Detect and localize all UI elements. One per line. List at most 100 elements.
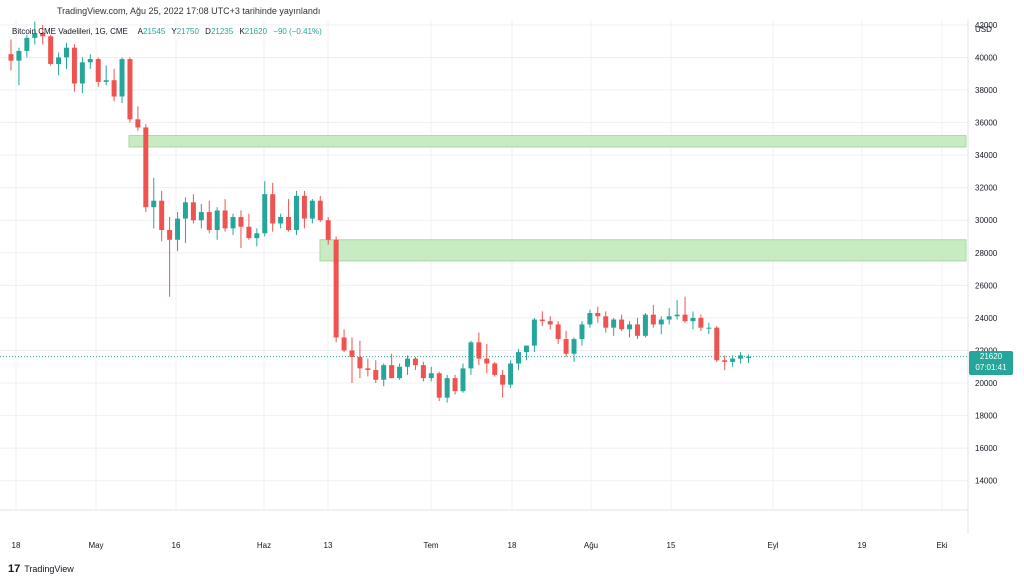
high-value: 21750	[176, 27, 199, 36]
candle-body	[611, 319, 617, 328]
candle-body	[706, 327, 712, 329]
low-label: D	[205, 27, 211, 36]
candle-body	[270, 194, 276, 224]
x-tick-label: Eki	[936, 541, 947, 550]
close-label: K	[239, 27, 245, 36]
candle-body	[603, 316, 609, 328]
candle-body	[103, 80, 109, 82]
candle-body	[460, 368, 466, 392]
candle-body	[246, 226, 252, 239]
candle-body	[143, 127, 149, 208]
y-tick-label: 42000	[975, 21, 998, 30]
candle-body	[167, 230, 173, 240]
x-tick-label: 18	[508, 541, 517, 550]
candle-body	[293, 195, 299, 230]
candle-body	[175, 218, 181, 240]
grid-lines	[0, 20, 968, 510]
candle-body	[40, 33, 46, 37]
x-tick-label: 15	[667, 541, 676, 550]
candle-body	[381, 365, 387, 380]
candle-body	[182, 202, 188, 219]
y-tick-label: 40000	[975, 53, 998, 62]
candle-body	[595, 313, 601, 317]
candle-body	[48, 36, 54, 64]
currency-label: USD	[975, 25, 992, 34]
candle-body	[309, 200, 315, 219]
candle-body	[508, 363, 514, 385]
x-tick-label: 16	[172, 541, 181, 550]
candle-body	[32, 33, 38, 38]
candle-body	[627, 324, 633, 330]
candle-body	[389, 365, 395, 379]
candle-body	[333, 239, 339, 338]
candle-body	[373, 370, 379, 380]
low-value: 21235	[210, 27, 234, 36]
candle-body	[24, 37, 30, 51]
candle-body	[722, 360, 728, 362]
symbol-name[interactable]: Bitcoin CME Vadelileri, 1G, CME	[12, 27, 128, 36]
y-tick-label: 38000	[975, 86, 998, 95]
bar-countdown: 07:01:41	[975, 363, 1007, 372]
candle-body	[547, 321, 553, 325]
candle-body	[500, 374, 506, 385]
candle-body	[452, 378, 458, 392]
y-tick-label: 30000	[975, 216, 998, 225]
candle-body	[563, 339, 569, 354]
y-tick-label: 28000	[975, 249, 998, 258]
candle-body	[523, 345, 529, 353]
y-tick-label: 24000	[975, 314, 998, 323]
x-tick-label: Eyl	[767, 541, 778, 550]
candle-body	[119, 59, 125, 97]
candle-body	[531, 319, 537, 346]
candle-body	[214, 210, 220, 230]
y-tick-label: 22000	[975, 346, 998, 355]
candle-body	[587, 313, 593, 325]
candle-body	[476, 342, 482, 359]
candle-body	[111, 80, 117, 97]
candle-body	[190, 202, 196, 221]
candle-body	[444, 378, 450, 398]
candle-body	[738, 355, 744, 359]
candle-body	[8, 54, 14, 61]
x-tick-label: Haz	[257, 541, 271, 550]
candle-body	[198, 212, 204, 221]
candle-body	[71, 47, 77, 84]
y-tick-label: 20000	[975, 379, 998, 388]
x-tick-label: May	[88, 541, 103, 550]
candle-body	[674, 314, 680, 317]
candle-body	[127, 59, 133, 120]
brand-name: TradingView	[24, 564, 74, 574]
candle-body	[634, 324, 640, 336]
candle-body	[436, 373, 442, 398]
candle-body	[357, 356, 363, 369]
y-tick-label: 16000	[975, 444, 998, 453]
x-tick-label: Ağu	[584, 541, 598, 550]
y-axis-ticks: 14000 16000 18000 20000 22000 24000 26000 28000…	[975, 21, 998, 486]
y-tick-label: 36000	[975, 119, 998, 128]
x-tick-label: Tem	[423, 541, 438, 550]
candle-body	[325, 220, 331, 240]
candle-body	[64, 47, 70, 58]
candle-body	[206, 212, 212, 230]
high-label: Y	[171, 27, 177, 36]
candle-body	[286, 216, 292, 230]
x-tick-label: 13	[324, 541, 333, 550]
candle-body	[151, 200, 157, 208]
candle-body	[135, 119, 141, 128]
x-axis-ticks: 18 May 16 Haz 13 Tem 18 Ağu 15 Eyl 19 Eki	[12, 541, 948, 550]
candle-body	[222, 210, 228, 229]
last-price-value: 21620	[979, 352, 1003, 361]
y-tick-label: 34000	[975, 151, 998, 160]
candle-body	[571, 339, 577, 354]
published-caption: TradingView.com, Ağu 25, 2022 17:08 UTC+…	[57, 6, 321, 16]
candle-body	[79, 62, 85, 84]
candle-body	[690, 317, 696, 322]
candle-body	[555, 324, 561, 340]
tradingview-logo[interactable]: 17 TradingView	[8, 563, 74, 575]
candle-body	[262, 194, 268, 234]
candle-body	[682, 314, 688, 322]
candle-body	[658, 319, 664, 325]
candle-body	[745, 356, 751, 358]
candle-body	[698, 317, 704, 328]
